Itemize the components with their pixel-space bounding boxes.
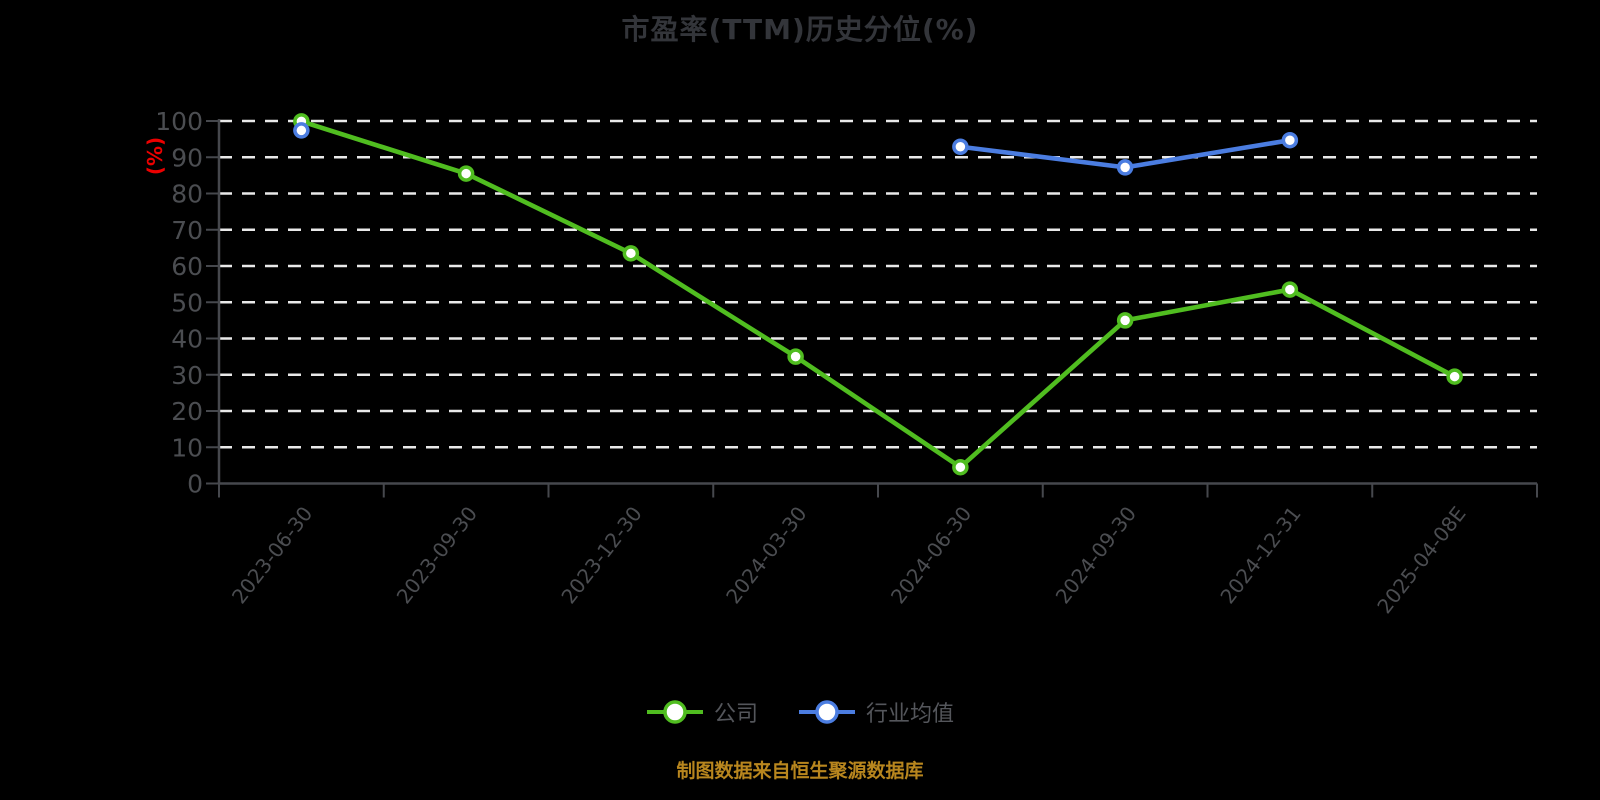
- x-axis-label-2023-06-30: 2023-06-30: [227, 502, 317, 608]
- legend: 公司 行业均值: [0, 696, 1600, 728]
- marker-company-2024-06-30: [952, 458, 969, 476]
- legend-label-company: 公司: [713, 702, 758, 727]
- x-axis-label-2023-09-30: 2023-09-30: [392, 502, 482, 608]
- y-tick-label-60: 60: [171, 252, 203, 281]
- plot-area: 0 10 20 30 40 50 60 70 80 90 100 2023-06-30 2023-09-…: [155, 107, 1538, 618]
- y-tick-label-40: 40: [171, 325, 203, 354]
- marker-industry-average-2023-06-30: [293, 122, 310, 139]
- industry-average-line-marker-icon: [799, 700, 855, 724]
- x-axis-label-2023-12-30: 2023-12-30: [556, 502, 646, 608]
- y-tick-label-100: 100: [155, 107, 203, 136]
- y-tick-label-10: 10: [171, 433, 203, 462]
- x-axis-label-2024-03-30: 2024-03-30: [721, 502, 811, 608]
- marker-company-2024-12-31: [1281, 281, 1299, 298]
- legend-label-industry-average: 行业均值: [866, 702, 955, 727]
- x-axis-label-2024-12-31: 2024-12-31: [1215, 502, 1305, 608]
- x-axis-label-2024-06-30: 2024-06-30: [886, 502, 976, 608]
- legend-item-industry-average[interactable]: 行业均值: [798, 696, 954, 728]
- marker-company-2025-04-08E: [1446, 368, 1463, 385]
- y-tick-label-50: 50: [171, 288, 203, 317]
- x-axis-label-2025-04-08E: 2025-04-08E: [1372, 502, 1470, 618]
- marker-company-2023-12-30: [622, 245, 640, 262]
- x-axis-label-2024-09-30: 2024-09-30: [1051, 502, 1141, 608]
- marker-industry-average-2024-06-30: [952, 138, 969, 155]
- marker-company-2024-09-30: [1116, 312, 1134, 329]
- marker-company-2024-03-30: [787, 348, 804, 365]
- marker-industry-average-2024-09-30: [1116, 159, 1134, 176]
- data-source-note: 制图数据来自恒生聚源数据库: [676, 760, 924, 782]
- y-tick-label-30: 30: [171, 361, 203, 390]
- marker-company-2023-09-30: [457, 165, 475, 182]
- company-line-marker-icon: [646, 700, 703, 724]
- y-tick-label-80: 80: [171, 180, 203, 209]
- y-tick-label-70: 70: [171, 216, 203, 245]
- marker-industry-average-2024-12-31: [1281, 131, 1299, 149]
- y-tick-label-20: 20: [171, 397, 203, 426]
- chart-title: 市盈率(TTM)历史分位(%): [621, 13, 979, 46]
- y-tick-label-90: 90: [171, 143, 203, 172]
- y-tick-label-0: 0: [187, 470, 203, 499]
- legend-item-company[interactable]: 公司: [646, 696, 758, 728]
- series-line-company: [299, 119, 1457, 470]
